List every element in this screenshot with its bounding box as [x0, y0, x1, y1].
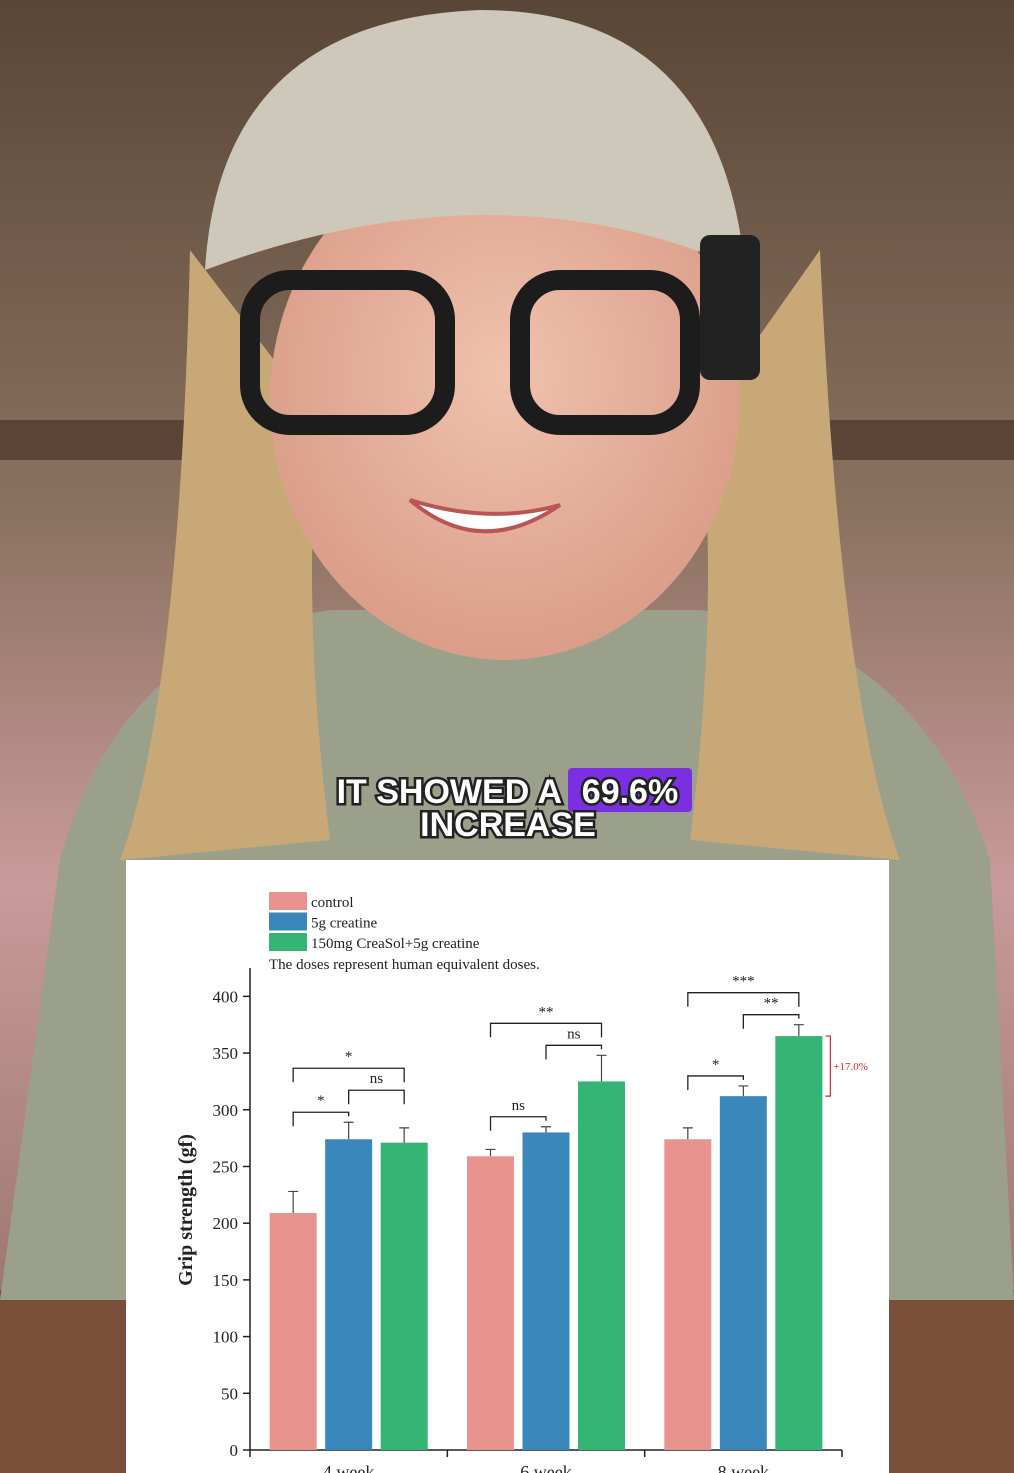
legend-swatch	[269, 912, 307, 931]
bar	[664, 1139, 712, 1450]
difference-label: +17.0%	[833, 1061, 868, 1073]
bar	[380, 1142, 428, 1450]
bar	[325, 1139, 373, 1450]
error-bar	[485, 1148, 496, 1157]
difference-bracket	[825, 1035, 831, 1097]
x-tick-label: 8 week	[718, 1462, 769, 1473]
significance-label: *	[712, 1057, 720, 1073]
cap	[205, 10, 745, 270]
significance-label: ns	[512, 1098, 526, 1114]
significance-bracket	[489, 1116, 547, 1131]
y-tick-label: 350	[213, 1044, 239, 1063]
significance-bracket	[742, 1014, 800, 1029]
caption-highlight: 69.6%	[582, 773, 678, 811]
y-tick-label: 400	[213, 987, 239, 1006]
error-bar	[738, 1085, 749, 1097]
chart-note: The doses represent human equivalent dos…	[269, 957, 540, 973]
error-bar	[682, 1127, 693, 1140]
significance-label: *	[345, 1049, 353, 1065]
significance-label: ns	[370, 1071, 384, 1087]
significance-label: ***	[732, 974, 755, 990]
significance-label: *	[317, 1093, 325, 1109]
bar	[578, 1081, 625, 1450]
significance-bracket	[489, 1022, 603, 1038]
y-tick-label: 250	[213, 1157, 239, 1176]
error-bar	[541, 1126, 551, 1133]
legend-label: 5g creatine	[311, 916, 378, 932]
chart: The doses represent human equivalent dos…	[175, 892, 868, 1473]
y-tick-label: 150	[213, 1271, 239, 1290]
y-tick-label: 50	[221, 1384, 238, 1403]
error-bar	[793, 1024, 804, 1037]
error-bar	[596, 1054, 607, 1082]
x-tick-label: 4 week	[323, 1462, 374, 1473]
caption-highlight-box	[568, 768, 692, 812]
significance-bracket	[687, 1075, 744, 1090]
bar	[269, 1212, 317, 1450]
caption-text: IT SHOWED A	[337, 773, 562, 811]
significance-bracket	[687, 992, 800, 1007]
glasses	[510, 270, 700, 435]
legend-swatch	[269, 933, 307, 951]
significance-bracket	[292, 1111, 350, 1127]
mouth	[408, 498, 562, 534]
significance-bracket	[348, 1089, 405, 1105]
significance-label: **	[764, 996, 779, 1012]
camera	[700, 235, 760, 380]
caption-text: INCREASE	[420, 806, 596, 844]
legend-label: 150mg CreaSol+5g creatine	[311, 936, 480, 952]
x-tick-label: 6 week	[520, 1462, 571, 1473]
significance-bracket	[292, 1067, 405, 1083]
legend-label: control	[311, 895, 354, 911]
y-tick-label: 300	[213, 1101, 239, 1120]
significance-bracket	[545, 1044, 603, 1060]
error-bar	[343, 1121, 354, 1140]
error-bar	[288, 1190, 299, 1213]
y-tick-label: 0	[230, 1441, 239, 1460]
significance-label: **	[539, 1004, 554, 1020]
y-tick-label: 200	[213, 1214, 239, 1233]
bar	[522, 1132, 570, 1450]
significance-label: ns	[567, 1026, 581, 1042]
bar	[467, 1156, 514, 1450]
error-bar	[399, 1127, 410, 1143]
y-axis-title: Grip strength (gf)	[175, 1134, 197, 1286]
legend-swatch	[269, 892, 307, 910]
y-tick-label: 100	[213, 1328, 239, 1347]
hair	[690, 250, 900, 860]
bar	[719, 1096, 767, 1450]
bar	[775, 1036, 823, 1450]
glasses	[240, 270, 455, 435]
